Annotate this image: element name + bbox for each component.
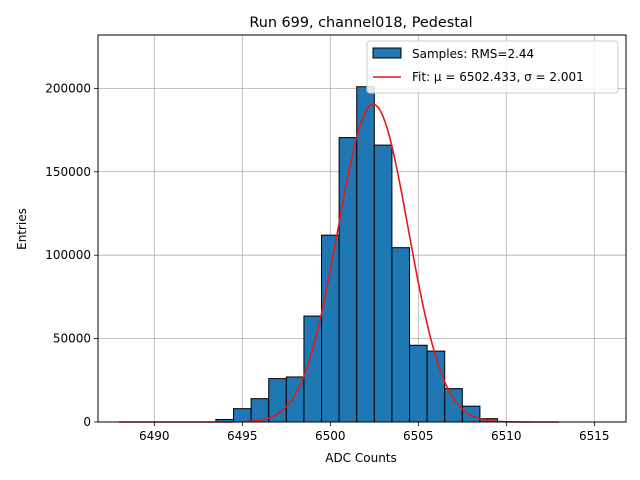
x-axis-ticks: 6490 6495 6500 6505 6510 6515: [139, 422, 610, 443]
histogram-bar: [373, 144, 393, 423]
legend-samples-patch: [372, 47, 402, 59]
y-axis-ticks: 0 50000 100000 150000 200000: [45, 81, 98, 429]
y-axis-label: Entries: [15, 208, 29, 250]
y-tick-label: 150000: [45, 165, 91, 179]
legend-samples-label: Samples: RMS=2.44: [412, 47, 534, 61]
histogram-bar: [321, 234, 340, 423]
y-tick-label: 50000: [53, 332, 91, 346]
chart-title: Run 699, channel018, Pedestal: [249, 15, 472, 31]
y-tick-label: 100000: [45, 248, 91, 262]
x-tick-label: 6500: [315, 429, 346, 443]
histogram-bar: [461, 405, 481, 423]
y-tick-label: 200000: [45, 81, 91, 95]
x-tick-label: 6510: [491, 429, 522, 443]
y-tick-label: 0: [83, 415, 91, 429]
histogram-bar: [356, 86, 375, 423]
histogram-bar: [409, 344, 428, 423]
x-tick-label: 6490: [139, 429, 170, 443]
legend-box: [366, 40, 619, 94]
x-tick-label: 6505: [403, 429, 434, 443]
histogram-bar: [391, 247, 411, 423]
histogram-bar: [426, 350, 446, 423]
histogram-bar: [338, 137, 358, 423]
histogram-bars: [215, 86, 499, 423]
x-axis-label: ADC Counts: [325, 451, 397, 465]
legend: Samples: RMS=2.44 Fit: μ = 6502.433, σ =…: [366, 40, 619, 94]
histogram-bar: [233, 408, 252, 423]
x-tick-label: 6495: [227, 429, 258, 443]
histogram-bar: [268, 378, 287, 423]
plot-frame: [97, 34, 627, 423]
x-tick-label: 6515: [579, 429, 610, 443]
legend-fit-label: Fit: μ = 6502.433, σ = 2.001: [412, 70, 584, 84]
